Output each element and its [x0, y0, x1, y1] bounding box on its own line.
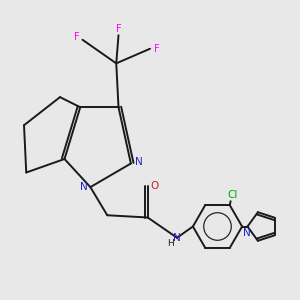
Text: N: N: [80, 182, 88, 192]
Text: N: N: [134, 157, 142, 167]
Text: Cl: Cl: [228, 190, 238, 200]
Text: N: N: [173, 233, 181, 243]
Text: F: F: [116, 24, 121, 34]
Text: N: N: [243, 228, 251, 238]
Text: H: H: [167, 239, 174, 248]
Text: F: F: [154, 44, 159, 54]
Text: O: O: [150, 181, 158, 191]
Text: F: F: [74, 32, 79, 42]
